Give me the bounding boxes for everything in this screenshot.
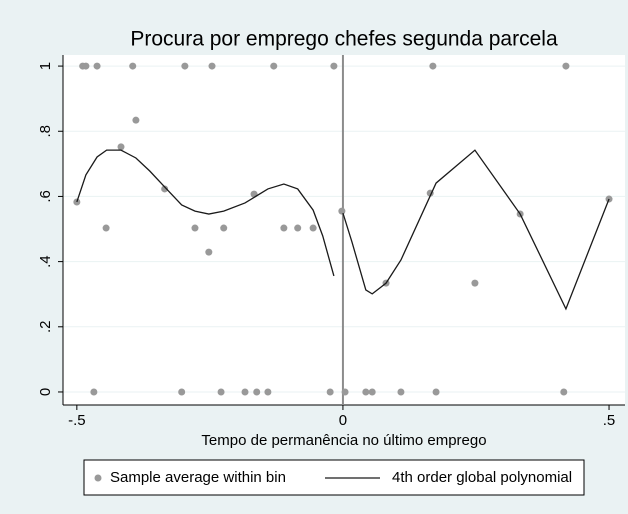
y-tick-label: 0: [37, 388, 54, 396]
y-tick-label: 1: [37, 62, 54, 70]
x-axis-label: Tempo de permanência no último emprego: [201, 432, 486, 449]
y-tick-label: .6: [37, 190, 54, 203]
scatter-point: [161, 185, 169, 193]
scatter-point: [129, 62, 137, 70]
scatter-point: [270, 62, 278, 70]
scatter-point: [217, 388, 225, 396]
y-tick-label: .8: [37, 125, 54, 138]
scatter-point: [471, 279, 479, 287]
scatter-point: [338, 207, 346, 215]
scatter-point: [560, 388, 568, 396]
x-tick-label: 0: [339, 412, 347, 429]
scatter-point: [341, 388, 349, 396]
scatter-point: [241, 388, 249, 396]
scatter-point: [205, 248, 213, 256]
scatter-point: [294, 224, 302, 232]
scatter-point: [397, 388, 405, 396]
y-tick-label: .2: [37, 321, 54, 334]
scatter-point: [432, 388, 440, 396]
scatter-point: [82, 62, 90, 70]
scatter-point: [330, 62, 338, 70]
scatter-point: [102, 224, 110, 232]
scatter-point: [181, 62, 189, 70]
legend-label: Sample average within bin: [110, 469, 286, 486]
scatter-point: [117, 143, 125, 151]
scatter-point: [326, 388, 334, 396]
scatter-point: [264, 388, 272, 396]
scatter-point: [93, 62, 101, 70]
scatter-point: [178, 388, 186, 396]
scatter-point: [280, 224, 288, 232]
legend-symbol: [94, 474, 102, 482]
x-tick-label: .5: [603, 412, 616, 429]
scatter-point: [191, 224, 199, 232]
scatter-point: [208, 62, 216, 70]
scatter-point: [362, 388, 370, 396]
plot-area: [63, 55, 625, 405]
chart-title: Procura por emprego chefes segunda parce…: [130, 28, 558, 51]
scatter-point: [368, 388, 376, 396]
y-tick-label: .4: [37, 255, 54, 268]
scatter-point: [429, 62, 437, 70]
scatter-point: [253, 388, 261, 396]
x-tick-label: -.5: [68, 412, 86, 429]
scatter-point: [309, 224, 317, 232]
scatter-point: [220, 224, 228, 232]
legend-label: 4th order global polynomial: [392, 469, 572, 486]
scatter-point: [132, 116, 140, 124]
line: [76, 149, 610, 311]
scatter-point: [562, 62, 570, 70]
scatter-point: [90, 388, 98, 396]
